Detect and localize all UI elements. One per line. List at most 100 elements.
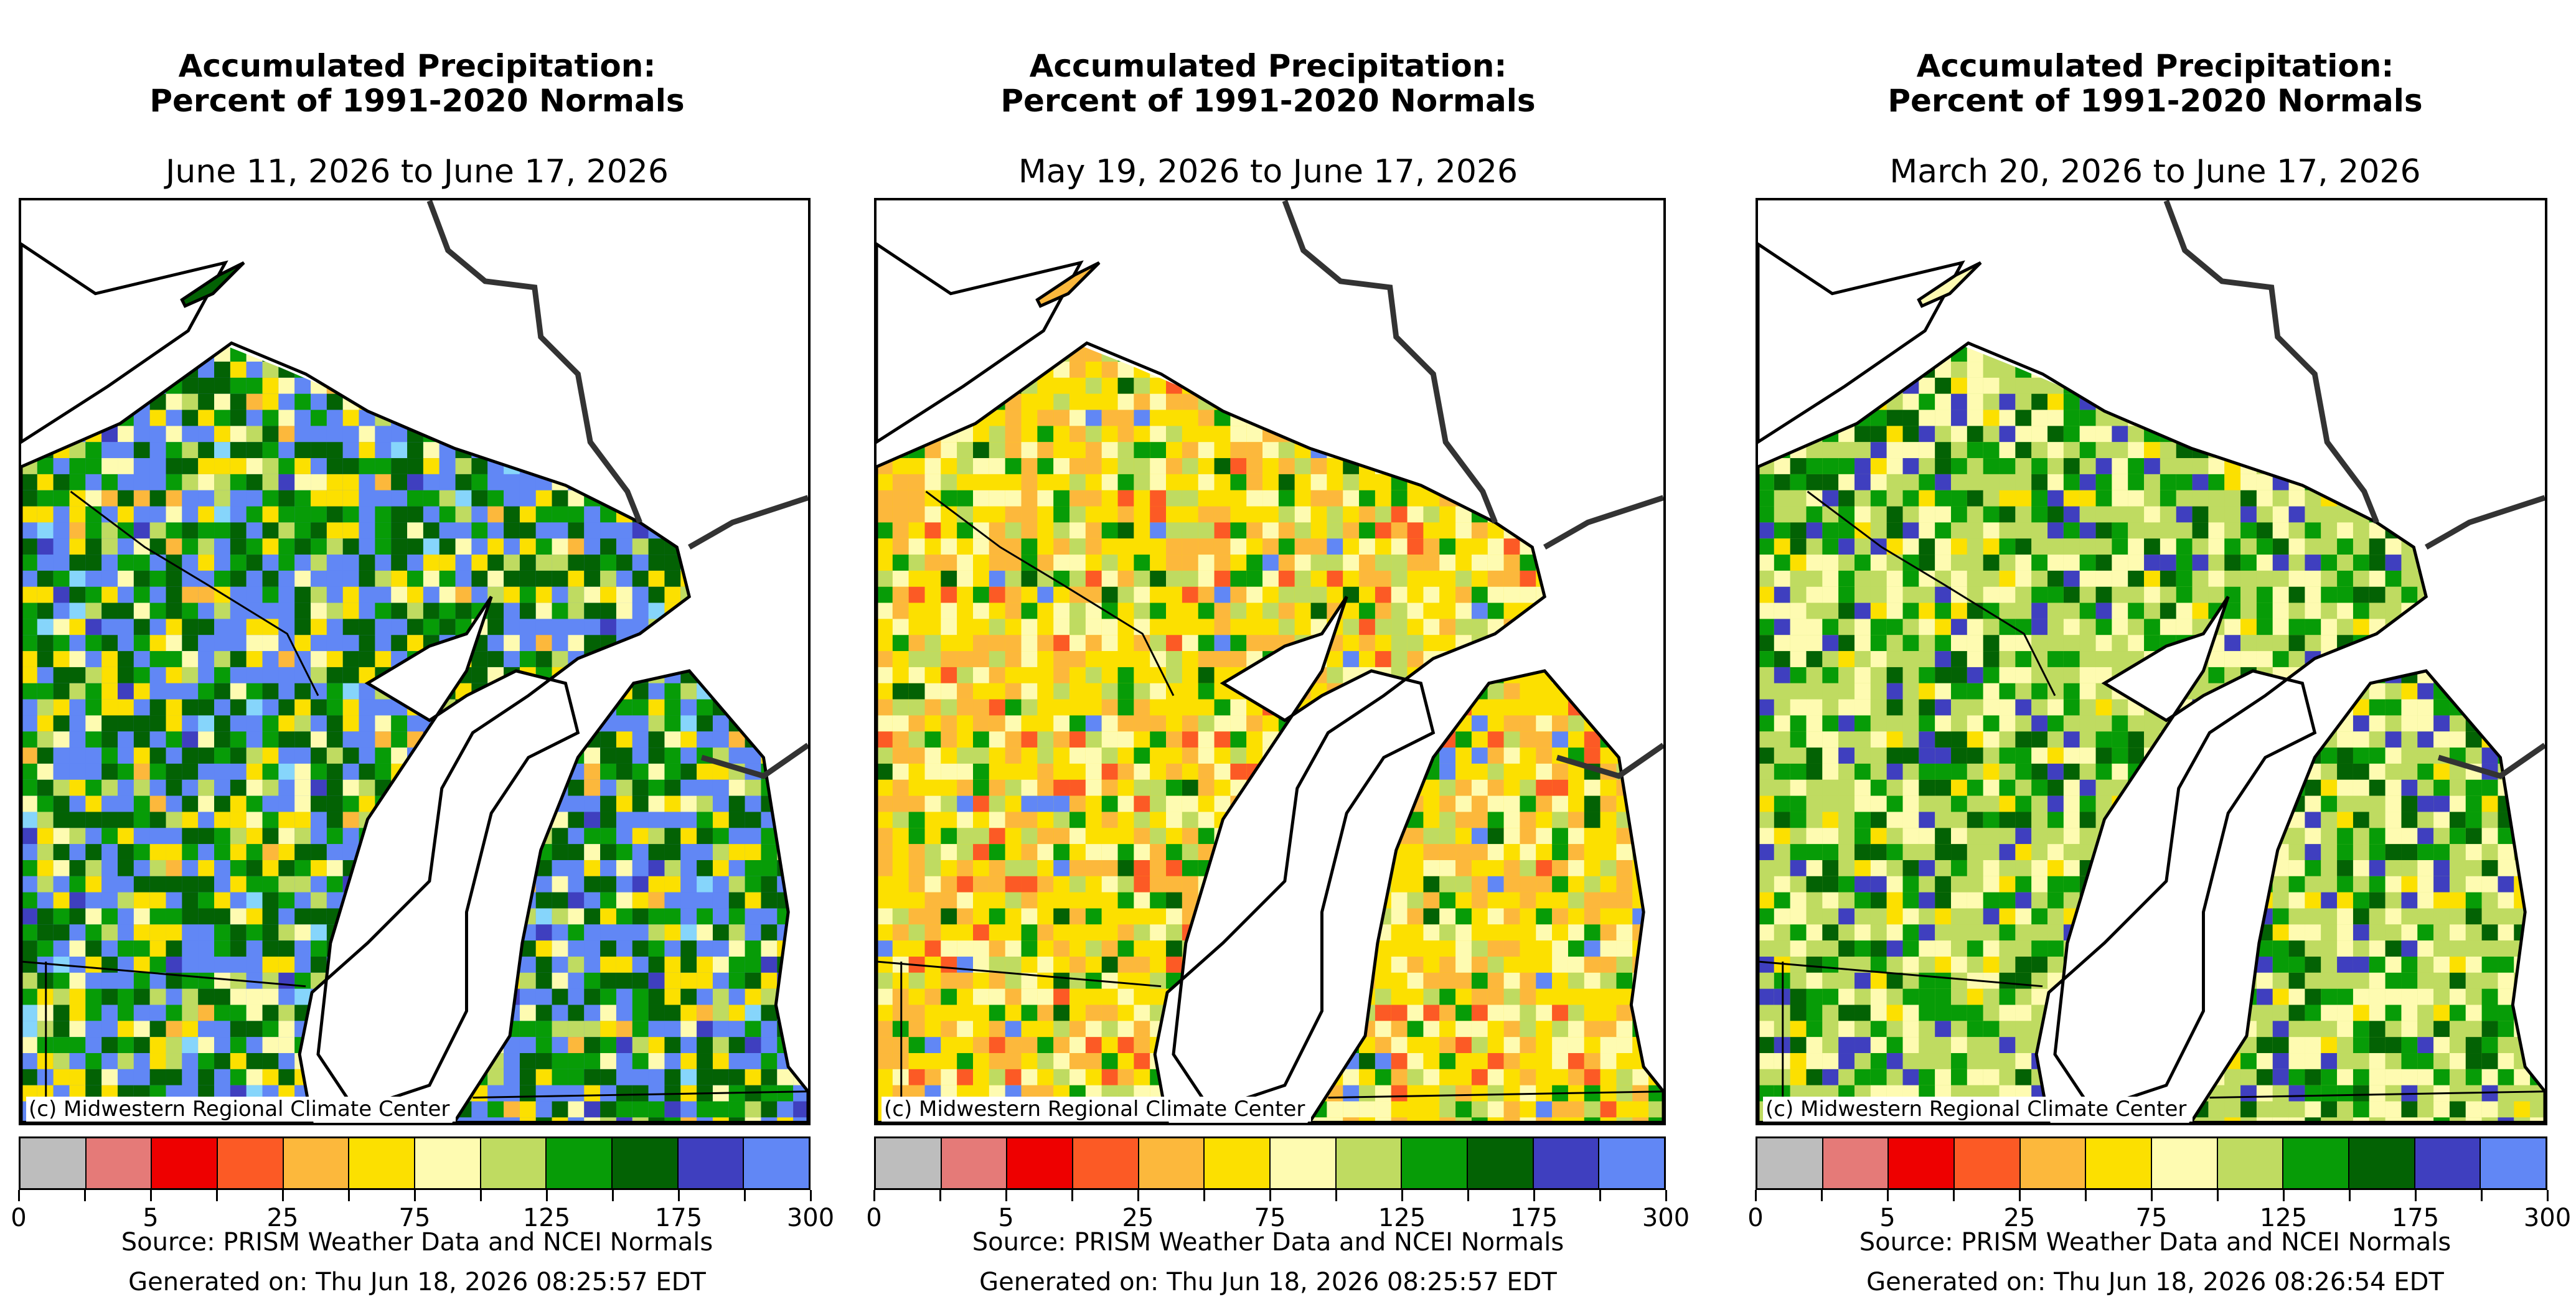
colorbar-bin-10 bbox=[1533, 1138, 1600, 1188]
colorbar-bin-7 bbox=[1336, 1138, 1403, 1188]
colorbar-tick-label: 175 bbox=[1510, 1204, 1558, 1232]
coastline bbox=[21, 242, 808, 1123]
colorbar-tick bbox=[939, 1190, 941, 1201]
map-credit: (c) Midwestern Regional Climate Center bbox=[881, 1097, 1312, 1122]
panel-date-range: June 11, 2026 to June 17, 2026 bbox=[166, 153, 669, 190]
colorbar-bin-10 bbox=[2415, 1138, 2481, 1188]
coastline bbox=[1758, 242, 2545, 1123]
colorbar-tick bbox=[150, 1190, 152, 1201]
colorbar-bin-11 bbox=[2481, 1138, 2546, 1188]
colorbar-bin-8 bbox=[2283, 1138, 2350, 1188]
colorbar-bin-3 bbox=[218, 1138, 284, 1188]
colorbar-tick bbox=[2283, 1190, 2285, 1201]
colorbar-tick bbox=[216, 1190, 218, 1201]
source-note: Source: PRISM Weather Data and NCEI Norm… bbox=[121, 1228, 713, 1257]
colorbar-tick bbox=[810, 1190, 812, 1201]
panel-title: Accumulated Precipitation: Percent of 19… bbox=[149, 48, 685, 119]
colorbar-bin-9 bbox=[613, 1138, 679, 1188]
panel-30-day: Accumulated Precipitation: Percent of 19… bbox=[854, 0, 1690, 1312]
colorbar-tick bbox=[678, 1190, 680, 1201]
colorbar-tick bbox=[480, 1190, 482, 1201]
colorbar-bin-4 bbox=[2020, 1138, 2087, 1188]
colorbar-tick bbox=[1755, 1190, 1757, 1201]
state-boundary bbox=[21, 960, 306, 988]
panel-90-day: Accumulated Precipitation: Percent of 19… bbox=[1734, 0, 2576, 1312]
colorbar-tick-label: 300 bbox=[2523, 1204, 2572, 1232]
colorbar-bin-10 bbox=[678, 1138, 745, 1188]
international-boundary bbox=[700, 743, 808, 779]
colorbar-bin-2 bbox=[1889, 1138, 1955, 1188]
colorbar-tick bbox=[348, 1190, 350, 1201]
generated-timestamp: Generated on: Thu Jun 18, 2026 08:26:54 … bbox=[1866, 1268, 2444, 1296]
colorbar bbox=[874, 1136, 1666, 1190]
colorbar-bin-3 bbox=[1073, 1138, 1139, 1188]
colorbar-tick bbox=[414, 1190, 416, 1201]
isle-royale bbox=[180, 261, 245, 308]
coastline bbox=[877, 242, 1663, 1123]
colorbar-tick bbox=[1887, 1190, 1889, 1201]
panel-date-range: May 19, 2026 to June 17, 2026 bbox=[1018, 153, 1518, 190]
colorbar-tick bbox=[2019, 1190, 2021, 1201]
colorbar-tick-label: 175 bbox=[2391, 1204, 2440, 1232]
colorbar-tick-label: 125 bbox=[1378, 1204, 1426, 1232]
colorbar-bin-2 bbox=[1007, 1138, 1074, 1188]
colorbar-bin-11 bbox=[744, 1138, 809, 1188]
colorbar-tick bbox=[2217, 1190, 2219, 1201]
colorbar-bin-4 bbox=[283, 1138, 350, 1188]
colorbar-bin-0 bbox=[21, 1138, 87, 1188]
colorbar-tick-label: 300 bbox=[786, 1204, 835, 1232]
colorbar-tick bbox=[1467, 1190, 1469, 1201]
international-boundary bbox=[2437, 743, 2545, 779]
map-credit: (c) Midwestern Regional Climate Center bbox=[1763, 1097, 2193, 1122]
lake-michigan bbox=[317, 596, 578, 1110]
colorbar-bin-0 bbox=[1757, 1138, 1823, 1188]
colorbar-tick bbox=[1137, 1190, 1139, 1201]
state-boundary bbox=[1758, 960, 2043, 988]
isle-royale bbox=[1917, 261, 1982, 308]
map-credit: (c) Midwestern Regional Climate Center bbox=[26, 1097, 456, 1122]
generated-timestamp: Generated on: Thu Jun 18, 2026 08:25:57 … bbox=[128, 1268, 706, 1296]
colorbar-bin-1 bbox=[86, 1138, 153, 1188]
colorbar-tick bbox=[1071, 1190, 1073, 1201]
colorbar bbox=[1756, 1136, 2547, 1190]
colorbar-tick-label: 125 bbox=[2259, 1204, 2308, 1232]
colorbar-ticks bbox=[873, 1190, 1667, 1202]
colorbar-tick bbox=[1599, 1190, 1601, 1201]
map-frame: (c) Midwestern Regional Climate Center bbox=[19, 198, 811, 1125]
colorbar-tick bbox=[2481, 1190, 2483, 1201]
state-boundary bbox=[472, 1090, 808, 1099]
source-note: Source: PRISM Weather Data and NCEI Norm… bbox=[1859, 1228, 2451, 1257]
colorbar-bin-5 bbox=[1205, 1138, 1271, 1188]
lake-michigan-shore bbox=[1172, 596, 1436, 1112]
colorbar-bin-8 bbox=[1402, 1138, 1469, 1188]
colorbar-tick bbox=[1203, 1190, 1205, 1201]
state-boundary bbox=[1807, 490, 2056, 696]
lake-michigan bbox=[2054, 596, 2315, 1110]
state-boundary bbox=[2209, 1090, 2545, 1099]
colorbar-tick bbox=[2547, 1190, 2549, 1201]
colorbar-ticks bbox=[1755, 1190, 2549, 1202]
colorbar-tick-label: 0 bbox=[1747, 1204, 1764, 1232]
colorbar-tick bbox=[744, 1190, 746, 1201]
colorbar-tick bbox=[2349, 1190, 2351, 1201]
international-boundary bbox=[687, 495, 808, 550]
colorbar-tick bbox=[2085, 1190, 2087, 1201]
panel-date-range: March 20, 2026 to June 17, 2026 bbox=[1889, 153, 2421, 190]
colorbar-bin-8 bbox=[547, 1138, 613, 1188]
colorbar-bin-11 bbox=[1599, 1138, 1665, 1188]
colorbar-tick bbox=[1335, 1190, 1337, 1201]
colorbar-tick bbox=[1269, 1190, 1271, 1201]
source-note: Source: PRISM Weather Data and NCEI Norm… bbox=[972, 1228, 1564, 1257]
international-boundary bbox=[2163, 200, 2379, 524]
colorbar-tick bbox=[1665, 1190, 1667, 1201]
colorbar-bin-4 bbox=[1139, 1138, 1205, 1188]
international-boundary bbox=[1556, 743, 1663, 779]
colorbar-bin-9 bbox=[2349, 1138, 2415, 1188]
colorbar-bin-5 bbox=[349, 1138, 416, 1188]
map-frame: (c) Midwestern Regional Climate Center bbox=[1756, 198, 2547, 1125]
colorbar-tick-label: 5 bbox=[143, 1204, 159, 1232]
colorbar-bin-6 bbox=[1271, 1138, 1337, 1188]
colorbar-tick bbox=[1821, 1190, 1823, 1201]
lake-michigan-shore bbox=[2053, 596, 2317, 1112]
